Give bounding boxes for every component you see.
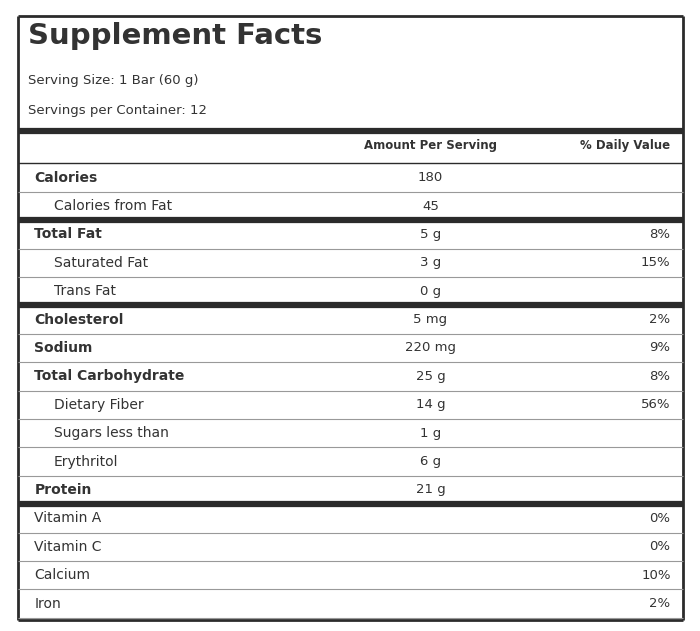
Text: 45: 45 xyxy=(422,199,439,213)
Text: 1 g: 1 g xyxy=(420,427,441,440)
Text: 10%: 10% xyxy=(641,569,671,582)
Text: 6 g: 6 g xyxy=(420,455,441,468)
Text: Calories from Fat: Calories from Fat xyxy=(54,199,172,213)
Text: 5 mg: 5 mg xyxy=(414,313,447,326)
Text: Supplement Facts: Supplement Facts xyxy=(28,22,323,50)
Text: Total Fat: Total Fat xyxy=(34,227,102,242)
Text: Dietary Fiber: Dietary Fiber xyxy=(54,398,144,412)
Text: Calcium: Calcium xyxy=(34,568,90,582)
Text: Total Carbohydrate: Total Carbohydrate xyxy=(34,369,185,384)
Text: 0 g: 0 g xyxy=(420,285,441,298)
Text: 9%: 9% xyxy=(650,341,671,355)
Text: Serving Size: 1 Bar (60 g): Serving Size: 1 Bar (60 g) xyxy=(28,74,199,87)
Text: 14 g: 14 g xyxy=(416,398,445,411)
Text: 21 g: 21 g xyxy=(416,483,445,497)
Text: Amount Per Serving: Amount Per Serving xyxy=(364,139,497,152)
Text: Protein: Protein xyxy=(34,483,92,497)
Text: % Daily Value: % Daily Value xyxy=(580,139,671,152)
Text: 15%: 15% xyxy=(641,256,671,269)
Text: 8%: 8% xyxy=(650,370,671,383)
Text: Calories: Calories xyxy=(34,170,97,185)
Text: Sodium: Sodium xyxy=(34,341,92,355)
Text: 8%: 8% xyxy=(650,228,671,241)
Text: 2%: 2% xyxy=(650,597,671,610)
Text: Servings per Container: 12: Servings per Container: 12 xyxy=(28,104,207,117)
Text: 0%: 0% xyxy=(650,512,671,525)
Text: Cholesterol: Cholesterol xyxy=(34,312,124,327)
Text: 220 mg: 220 mg xyxy=(405,341,456,355)
Text: 5 g: 5 g xyxy=(420,228,441,241)
Text: 25 g: 25 g xyxy=(416,370,445,383)
Text: 0%: 0% xyxy=(650,540,671,553)
Text: 3 g: 3 g xyxy=(420,256,441,269)
Text: Trans Fat: Trans Fat xyxy=(54,284,116,298)
Text: 2%: 2% xyxy=(650,313,671,326)
Text: Vitamin C: Vitamin C xyxy=(34,540,102,554)
Text: 180: 180 xyxy=(418,171,443,184)
Text: Erythritol: Erythritol xyxy=(54,454,118,469)
Text: Iron: Iron xyxy=(34,596,61,611)
Text: 56%: 56% xyxy=(641,398,671,411)
Text: Vitamin A: Vitamin A xyxy=(34,511,102,526)
Text: Saturated Fat: Saturated Fat xyxy=(54,256,148,270)
Text: Sugars less than: Sugars less than xyxy=(54,426,169,440)
